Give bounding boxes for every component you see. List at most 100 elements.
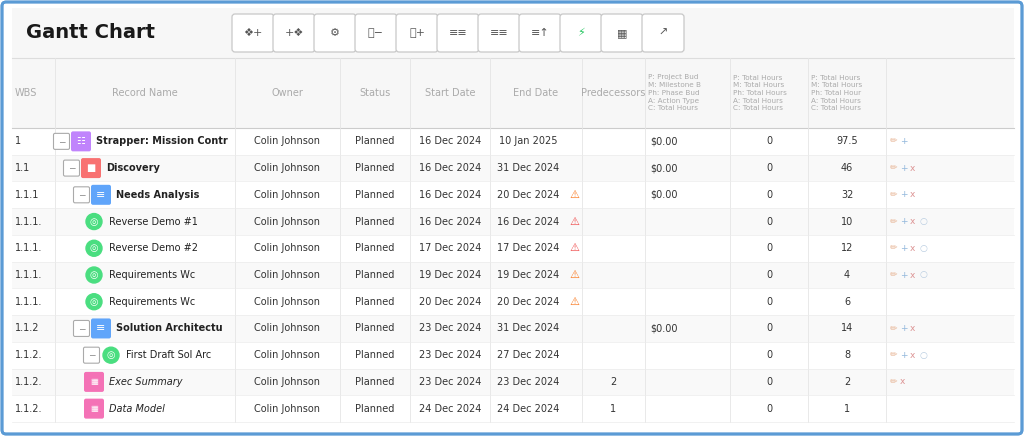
Text: Data Model: Data Model <box>109 404 165 414</box>
Circle shape <box>86 240 102 256</box>
Text: 10 Jan 2025: 10 Jan 2025 <box>499 136 557 146</box>
Text: x: x <box>910 244 915 253</box>
Text: 16 Dec 2024: 16 Dec 2024 <box>419 190 481 200</box>
Text: 14: 14 <box>841 324 853 334</box>
Text: End Date: End Date <box>513 88 558 98</box>
Bar <box>12 181 1014 208</box>
Text: −: − <box>78 191 85 199</box>
Text: 1: 1 <box>844 404 850 414</box>
Text: Planned: Planned <box>355 324 394 334</box>
FancyBboxPatch shape <box>71 131 91 151</box>
Text: ✏: ✏ <box>890 270 897 279</box>
Text: ✏: ✏ <box>890 351 897 360</box>
Text: 10: 10 <box>841 217 853 227</box>
Text: 0: 0 <box>766 243 772 253</box>
Text: 31 Dec 2024: 31 Dec 2024 <box>497 163 559 173</box>
Text: 16 Dec 2024: 16 Dec 2024 <box>419 163 481 173</box>
Text: ✏: ✏ <box>890 137 897 146</box>
Text: 2: 2 <box>844 377 850 387</box>
FancyBboxPatch shape <box>519 14 561 52</box>
Text: Colin Johnson: Colin Johnson <box>255 270 321 280</box>
Text: 1.1: 1.1 <box>15 163 31 173</box>
Text: P: Total Hours
M: Total Hours
Ph: Total Hours
A: Total Hours
C: Total Hours: P: Total Hours M: Total Hours Ph: Total … <box>733 75 786 112</box>
Text: 0: 0 <box>766 190 772 200</box>
Text: Colin Johnson: Colin Johnson <box>255 217 321 227</box>
Text: 20 Dec 2024: 20 Dec 2024 <box>497 190 559 200</box>
Text: 19 Dec 2024: 19 Dec 2024 <box>497 270 559 280</box>
FancyBboxPatch shape <box>314 14 356 52</box>
Bar <box>12 368 1014 395</box>
Text: $0.00: $0.00 <box>650 136 678 146</box>
Text: 23 Dec 2024: 23 Dec 2024 <box>419 377 481 387</box>
Text: ≡↑: ≡↑ <box>530 28 549 38</box>
Text: Planned: Planned <box>355 270 394 280</box>
Text: ✏: ✏ <box>890 217 897 226</box>
Text: 1: 1 <box>15 136 22 146</box>
Text: x: x <box>910 164 915 173</box>
Circle shape <box>86 267 102 283</box>
FancyBboxPatch shape <box>74 320 89 337</box>
Text: ☷: ☷ <box>77 136 85 146</box>
Text: 16 Dec 2024: 16 Dec 2024 <box>419 136 481 146</box>
Text: 1.1.1.: 1.1.1. <box>15 243 42 253</box>
Text: x: x <box>910 324 915 333</box>
Text: 16 Dec 2024: 16 Dec 2024 <box>497 217 559 227</box>
Text: 23 Dec 2024: 23 Dec 2024 <box>497 377 559 387</box>
FancyBboxPatch shape <box>91 185 111 205</box>
Text: Planned: Planned <box>355 217 394 227</box>
FancyBboxPatch shape <box>396 14 438 52</box>
Text: ◎: ◎ <box>90 297 98 307</box>
Text: ○: ○ <box>920 244 928 253</box>
Text: ○: ○ <box>920 270 928 279</box>
Text: ❖+: ❖+ <box>244 28 263 38</box>
Text: 32: 32 <box>841 190 853 200</box>
Text: +❖: +❖ <box>285 28 304 38</box>
Text: ⚠: ⚠ <box>569 297 579 307</box>
Bar <box>12 288 1014 315</box>
Text: Owner: Owner <box>271 88 303 98</box>
Text: 20 Dec 2024: 20 Dec 2024 <box>497 297 559 307</box>
Text: 12: 12 <box>841 243 853 253</box>
Text: Colin Johnson: Colin Johnson <box>255 190 321 200</box>
Text: $0.00: $0.00 <box>650 324 678 334</box>
Text: 20 Dec 2024: 20 Dec 2024 <box>419 297 481 307</box>
Circle shape <box>86 294 102 310</box>
Text: 17 Dec 2024: 17 Dec 2024 <box>497 243 559 253</box>
Text: 16 Dec 2024: 16 Dec 2024 <box>419 217 481 227</box>
FancyBboxPatch shape <box>642 14 684 52</box>
Text: ⚠: ⚠ <box>569 190 579 200</box>
FancyBboxPatch shape <box>355 14 397 52</box>
Text: 0: 0 <box>766 163 772 173</box>
Text: 1.1.1: 1.1.1 <box>15 190 39 200</box>
Text: ≡: ≡ <box>96 324 105 334</box>
Text: Status: Status <box>359 88 390 98</box>
Text: Solution Architectu: Solution Architectu <box>116 324 222 334</box>
FancyBboxPatch shape <box>53 133 70 150</box>
Bar <box>12 58 1014 128</box>
Text: 8: 8 <box>844 350 850 360</box>
Text: x: x <box>910 270 915 279</box>
Text: Discovery: Discovery <box>106 163 160 173</box>
FancyBboxPatch shape <box>74 187 89 203</box>
Text: 0: 0 <box>766 377 772 387</box>
FancyBboxPatch shape <box>232 14 274 52</box>
Text: x: x <box>910 191 915 199</box>
Text: 46: 46 <box>841 163 853 173</box>
Text: P: Total Hours
M: Total Hours
Ph: Total Hour
A: Total Hours
C: Total Hours: P: Total Hours M: Total Hours Ph: Total … <box>811 75 862 112</box>
Text: 1.1.1.: 1.1.1. <box>15 270 42 280</box>
Text: P: Project Bud
M: Milestone B
Ph: Phase Bud
A: Action Type
C: Total Hours: P: Project Bud M: Milestone B Ph: Phase … <box>648 75 701 112</box>
Text: x: x <box>900 378 905 386</box>
Bar <box>12 8 1014 58</box>
Text: 6: 6 <box>844 297 850 307</box>
Text: ○: ○ <box>920 217 928 226</box>
Circle shape <box>103 347 119 363</box>
FancyBboxPatch shape <box>437 14 479 52</box>
Bar <box>12 155 1014 181</box>
Text: 0: 0 <box>766 136 772 146</box>
Text: ⌕−: ⌕− <box>368 28 384 38</box>
Text: Colin Johnson: Colin Johnson <box>255 297 321 307</box>
Text: 1.1.2.: 1.1.2. <box>15 404 43 414</box>
Text: Colin Johnson: Colin Johnson <box>255 404 321 414</box>
Text: ▦: ▦ <box>90 378 98 386</box>
Text: Colin Johnson: Colin Johnson <box>255 163 321 173</box>
